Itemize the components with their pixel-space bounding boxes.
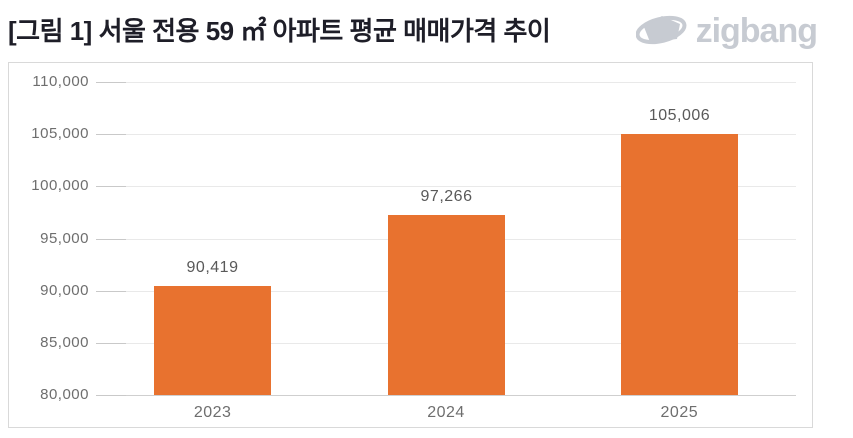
bar-2023: [154, 286, 271, 395]
gridline: [96, 134, 796, 135]
y-tickmark: [96, 343, 126, 344]
x-axis-category-label: 2024: [427, 404, 465, 421]
y-tickmark: [96, 239, 126, 240]
y-tickmark: [96, 395, 126, 396]
y-axis-tick-label: 80,000: [40, 386, 89, 403]
x-axis-category-label: 2025: [660, 404, 699, 421]
figure-title: [그림 1] 서울 전용 59 ㎡ 아파트 평균 매매가격 추이: [8, 16, 551, 46]
bar-value-label: 97,266: [420, 188, 473, 205]
y-axis-tick-label: 105,000: [31, 125, 89, 142]
bar-value-label: 105,006: [648, 107, 711, 124]
y-axis-tick-label: 95,000: [40, 230, 89, 247]
zigbang-logo: zigbang: [635, 10, 818, 52]
bar-2025: [621, 134, 738, 395]
plot-area: 90,419 97,266 105,006: [96, 82, 796, 396]
bar-2024: [388, 215, 505, 395]
y-axis-tick-label: 85,000: [40, 334, 89, 351]
y-tickmark: [96, 186, 126, 187]
gridline: [96, 186, 796, 187]
y-axis-tick-label: 100,000: [31, 177, 89, 194]
gridline: [96, 82, 796, 83]
y-axis-tick-label: 110,000: [32, 73, 89, 90]
y-tickmark: [96, 134, 126, 135]
y-axis-tick-label: 90,000: [40, 282, 89, 299]
bar-value-label: 90,419: [186, 259, 239, 276]
zigbang-logo-text: zigbang: [695, 12, 818, 50]
chart-panel: 90,419 97,266 105,006 80,000 85,000 90,000 95…: [8, 62, 813, 428]
zigbang-logo-icon: [635, 15, 687, 45]
y-tickmark: [96, 82, 126, 83]
y-tickmark: [96, 291, 126, 292]
x-axis-category-label: 2023: [193, 404, 232, 421]
